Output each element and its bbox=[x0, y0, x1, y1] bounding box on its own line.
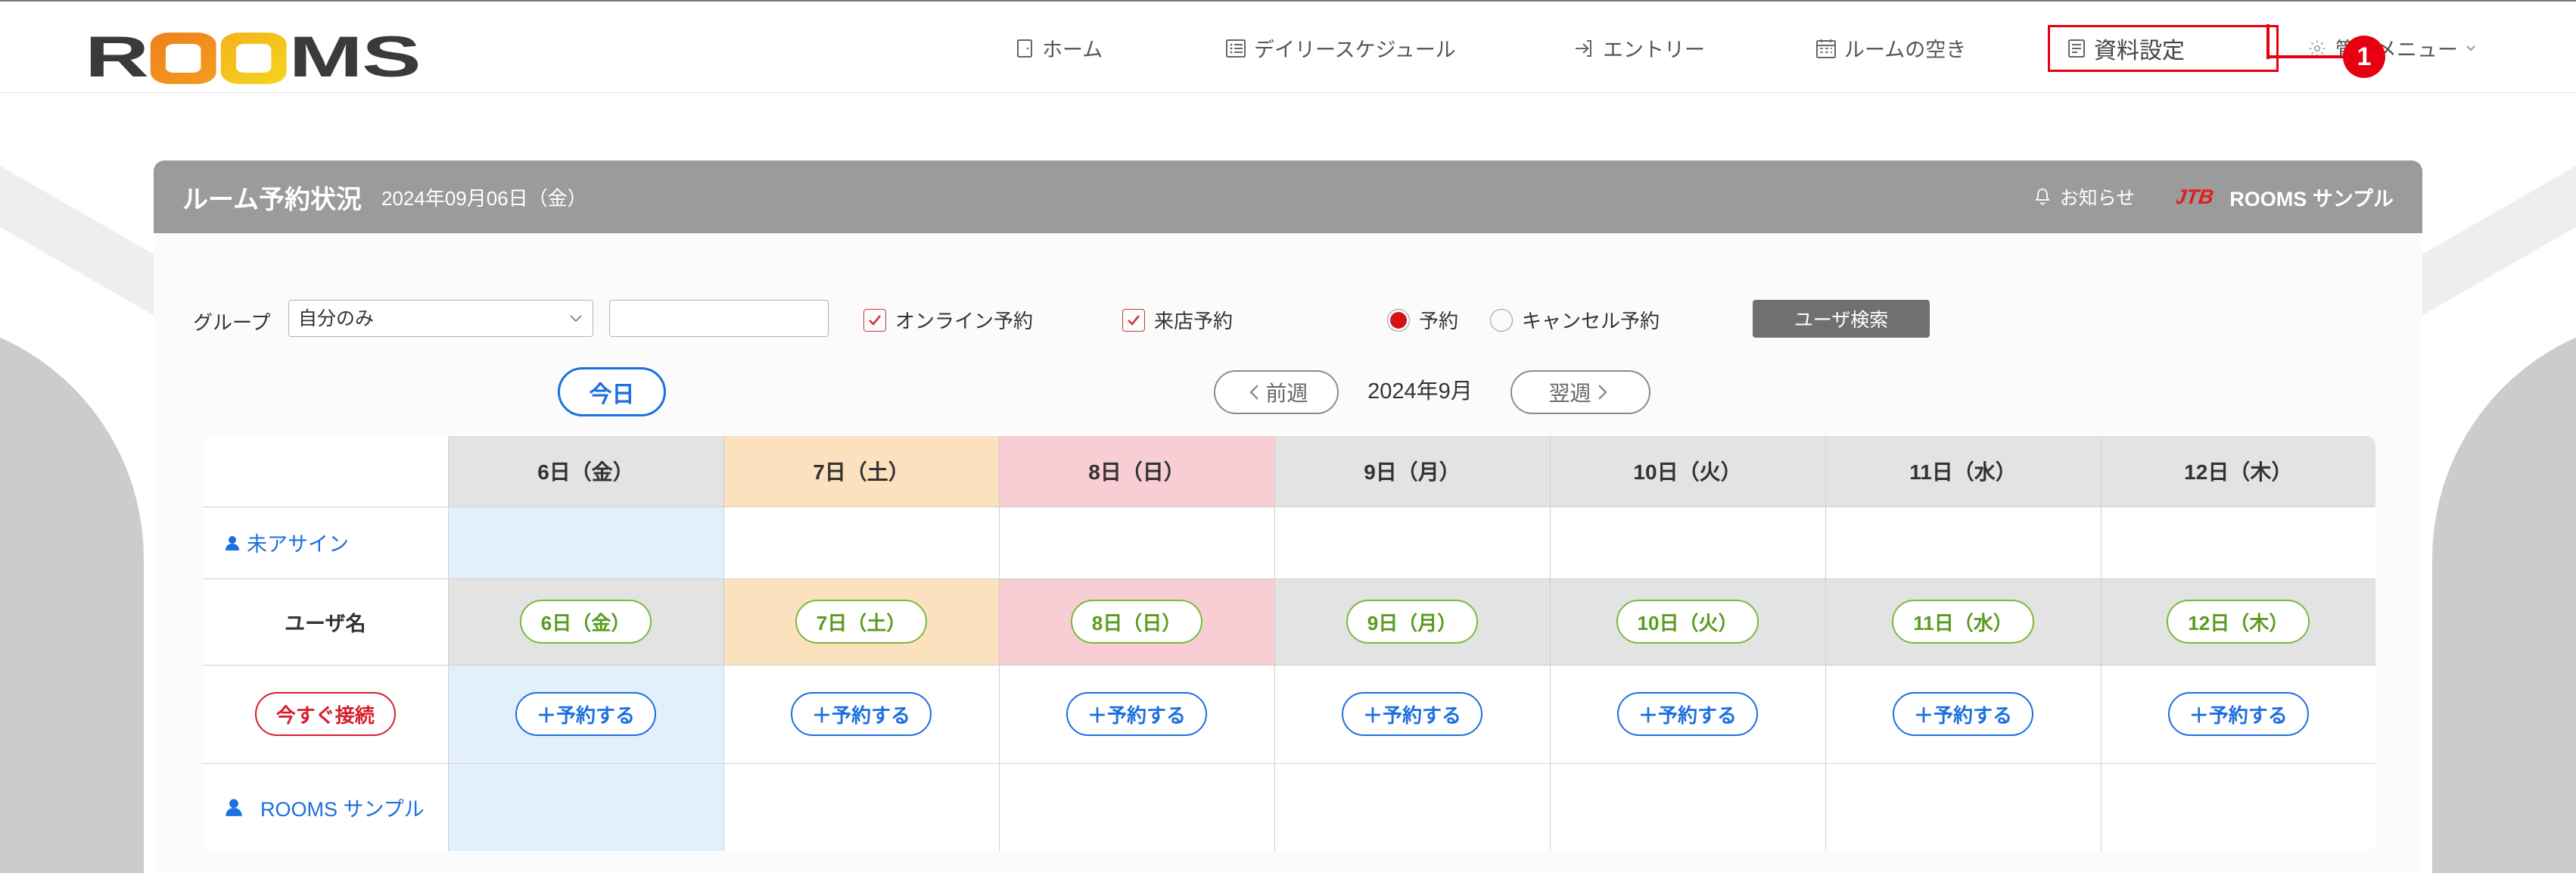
svg-text:JTB: JTB bbox=[2176, 186, 2215, 208]
